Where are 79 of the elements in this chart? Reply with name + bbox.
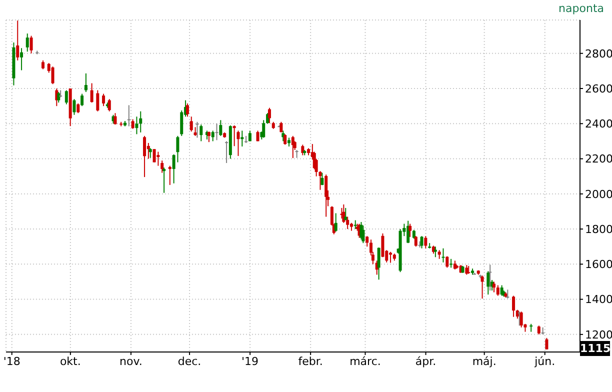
candlestick bbox=[334, 212, 338, 232]
y-tick-label: 2400 bbox=[585, 118, 612, 131]
candlestick bbox=[446, 256, 449, 268]
x-tick-label: '18 bbox=[3, 354, 20, 368]
x-tick-label: márc. bbox=[350, 354, 381, 368]
candlestick bbox=[324, 174, 328, 218]
candlestick bbox=[232, 124, 236, 147]
candlestick bbox=[90, 82, 94, 104]
candlestick bbox=[344, 207, 348, 221]
candlestick bbox=[72, 98, 76, 116]
candlestick bbox=[30, 35, 33, 54]
y-tick-label: 2800 bbox=[585, 47, 612, 60]
candlestick bbox=[215, 123, 218, 141]
y-tick-label: 1200 bbox=[585, 328, 612, 342]
candlestick bbox=[486, 270, 490, 296]
candlestick bbox=[160, 160, 164, 174]
candlestick bbox=[76, 102, 80, 114]
candlestick bbox=[211, 130, 214, 142]
candlestick bbox=[57, 92, 60, 104]
candlestick bbox=[152, 148, 156, 163]
candlestick bbox=[186, 102, 189, 118]
candlestick bbox=[262, 120, 266, 138]
candlestick bbox=[127, 104, 130, 127]
y-tick-label: 1600 bbox=[585, 258, 612, 272]
x-tick-label: máj. bbox=[472, 354, 496, 368]
y-tick-label: 2200 bbox=[585, 152, 612, 166]
candlestick bbox=[80, 93, 84, 107]
candlestick bbox=[190, 116, 193, 132]
candlestick bbox=[496, 284, 500, 296]
candlestick bbox=[381, 232, 384, 258]
candlestick bbox=[51, 66, 54, 85]
annotation: 1115 bbox=[580, 341, 611, 356]
candlestick bbox=[143, 135, 146, 178]
candlestick bbox=[492, 281, 496, 293]
candlestick bbox=[20, 48, 24, 71]
candlestick bbox=[96, 90, 100, 112]
candlestick bbox=[200, 124, 203, 142]
y-tick-label: 2000 bbox=[585, 188, 612, 201]
candlestick bbox=[102, 93, 106, 107]
candlestick bbox=[268, 107, 271, 124]
candlestick bbox=[512, 295, 516, 318]
y-tick-label: 1400 bbox=[585, 293, 612, 306]
candlestick bbox=[408, 223, 412, 238]
x-tick-label: jún. bbox=[534, 354, 556, 368]
candlestick bbox=[135, 116, 138, 135]
candlestick bbox=[346, 216, 350, 230]
candlestick bbox=[488, 264, 492, 292]
candlestick bbox=[64, 90, 68, 105]
candlestick bbox=[240, 130, 244, 147]
candlestick bbox=[84, 72, 88, 93]
candlestick bbox=[148, 148, 152, 158]
x-tick-label: febr. bbox=[298, 354, 323, 368]
candlestick bbox=[180, 110, 184, 136]
y-tick-label: 1800 bbox=[585, 222, 612, 236]
candlestick bbox=[320, 172, 324, 186]
y-tick-label: 2600 bbox=[585, 82, 612, 96]
candlestick bbox=[520, 311, 523, 328]
candlestick bbox=[284, 134, 287, 146]
candlestick bbox=[424, 236, 428, 249]
candlestick bbox=[156, 151, 160, 166]
candlestick bbox=[168, 165, 172, 186]
candlestick bbox=[362, 225, 365, 244]
candlestick bbox=[442, 248, 445, 263]
candlestick bbox=[225, 140, 228, 164]
text: naponta bbox=[558, 2, 604, 15]
candlestick bbox=[414, 236, 418, 248]
candlestick bbox=[162, 167, 166, 194]
x-tick-label: '19 bbox=[242, 354, 259, 368]
candlestick bbox=[219, 120, 222, 136]
candlestick bbox=[139, 110, 142, 133]
x-tick-label: dec. bbox=[178, 354, 202, 368]
candlestick bbox=[131, 118, 134, 130]
candlestick bbox=[16, 20, 20, 61]
candlestick bbox=[545, 337, 548, 350]
x-tick-label: ápr. bbox=[415, 354, 436, 368]
candlestick bbox=[26, 33, 29, 52]
candlestick bbox=[366, 236, 369, 248]
x-tick-label: okt. bbox=[60, 354, 81, 368]
x-tick-label: nov. bbox=[120, 354, 142, 368]
